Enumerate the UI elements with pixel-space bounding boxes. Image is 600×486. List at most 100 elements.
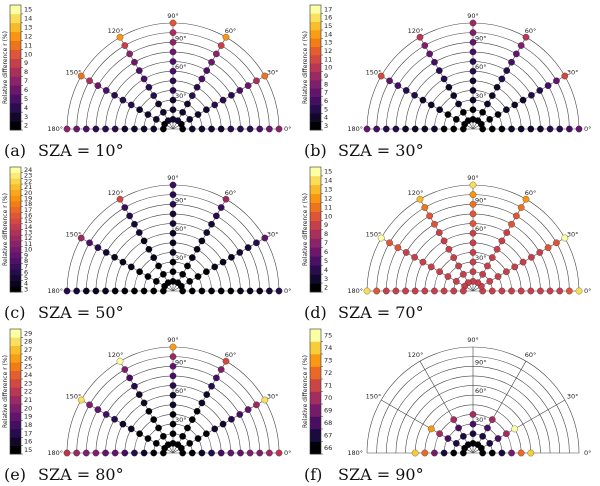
data-point [86,77,93,85]
radial-label: 30° [175,254,187,262]
colorbar-label: Relative difference r (%) [302,355,309,428]
colorbar-segment [10,263,21,270]
data-point [537,125,544,133]
data-point [411,253,418,261]
data-point [544,244,552,251]
data-point [460,270,467,278]
data-point [253,77,260,85]
data-point [136,106,143,114]
colorbar-tick-label: 14 [324,30,332,38]
radial-label: 30° [475,416,487,424]
data-point [116,357,124,365]
colorbar-tick-label: 10 [24,246,32,254]
data-point [194,435,202,442]
colorbar-segment [10,286,21,293]
data-point [411,91,418,99]
colorbar-segment [310,256,321,266]
data-point [213,374,220,382]
angle-label: 180° [347,449,363,457]
colorbar-segment [10,103,21,113]
colorbar-tick-label: 6 [324,248,328,256]
colorbar-tick-label: 10 [324,64,332,72]
data-point [377,234,385,242]
data-point [517,287,525,295]
data-point [193,83,201,91]
colorbar-segment [10,362,21,371]
data-point [179,432,186,440]
colorbar-segment [10,445,21,455]
data-point [537,287,544,295]
data-point [450,416,458,423]
colorbar-tick-label: 19 [24,194,32,202]
data-point [140,125,148,133]
data-point [186,116,194,123]
colorbar-label: Relative difference r (%) [2,193,9,266]
colorbar-tick-label: 12 [24,234,32,242]
polar-plot: 0° 30° 60° 90° 120° 150° 180° 30° 60° 90° [47,336,291,457]
data-point [431,449,438,457]
colorbar-segment [10,195,21,202]
colorbar-tick-label: 6 [324,97,328,105]
data-point [528,253,535,261]
data-point [503,229,511,236]
colorbar-tick-label: 2 [324,284,328,292]
data-point [227,125,235,133]
data-point [63,287,71,295]
data-point [402,249,410,256]
radial-label: 90° [175,34,187,42]
data-point [488,287,496,295]
colorbar-tick-label: 16 [24,438,32,446]
data-point [169,29,177,36]
data-point [121,287,129,295]
caption-label: (d) [304,303,327,322]
data-point [73,449,80,457]
data-point [419,258,427,266]
data-point [544,82,552,89]
data-point [169,191,177,198]
data-point [140,75,148,83]
colorbar-tick-label: 7 [24,263,28,271]
angle-label: 30° [567,231,579,239]
data-point [135,67,143,74]
data-point [116,195,124,203]
data-point [469,239,477,247]
data-point [219,96,227,104]
data-point [460,287,467,295]
colorbar-segment [10,223,21,230]
data-point [140,237,148,245]
colorbar-tick-label: 9 [24,59,28,67]
data-point [169,220,177,227]
colorbar-segment [10,437,21,446]
data-point [102,87,110,94]
polar-plot: 0° 30° 60° 90° 120° 150° 180° 30° 60° 90° [47,12,291,133]
data-point [469,200,477,208]
colorbar-tick-label: 3 [24,113,28,121]
data-point [527,125,535,133]
colorbar-tick-label: 7 [324,89,328,97]
data-point [144,435,152,442]
data-point [253,239,260,247]
data-point [169,181,177,189]
data-point [184,100,191,108]
data-point [556,125,564,133]
data-point [575,287,583,295]
colorbar-segment [10,94,21,104]
colorbar-tick-label: 13 [24,24,32,32]
data-point [416,195,424,203]
radial-label: 90° [475,358,487,366]
angle-label: 90° [467,174,479,182]
data-point [517,125,525,133]
colorbar-tick-label: 5 [324,105,328,113]
colorbar-tick-label: 20 [24,404,32,412]
radial-label: 60° [175,63,187,71]
data-point [469,87,477,94]
data-point [427,101,435,109]
colorbar-segment [310,429,321,442]
data-point [498,125,506,133]
angle-label: 60° [225,27,237,35]
data-point [246,125,254,133]
colorbar-tick-label: 13 [324,39,332,47]
data-point [198,125,206,133]
radial-label: 60° [175,225,187,233]
